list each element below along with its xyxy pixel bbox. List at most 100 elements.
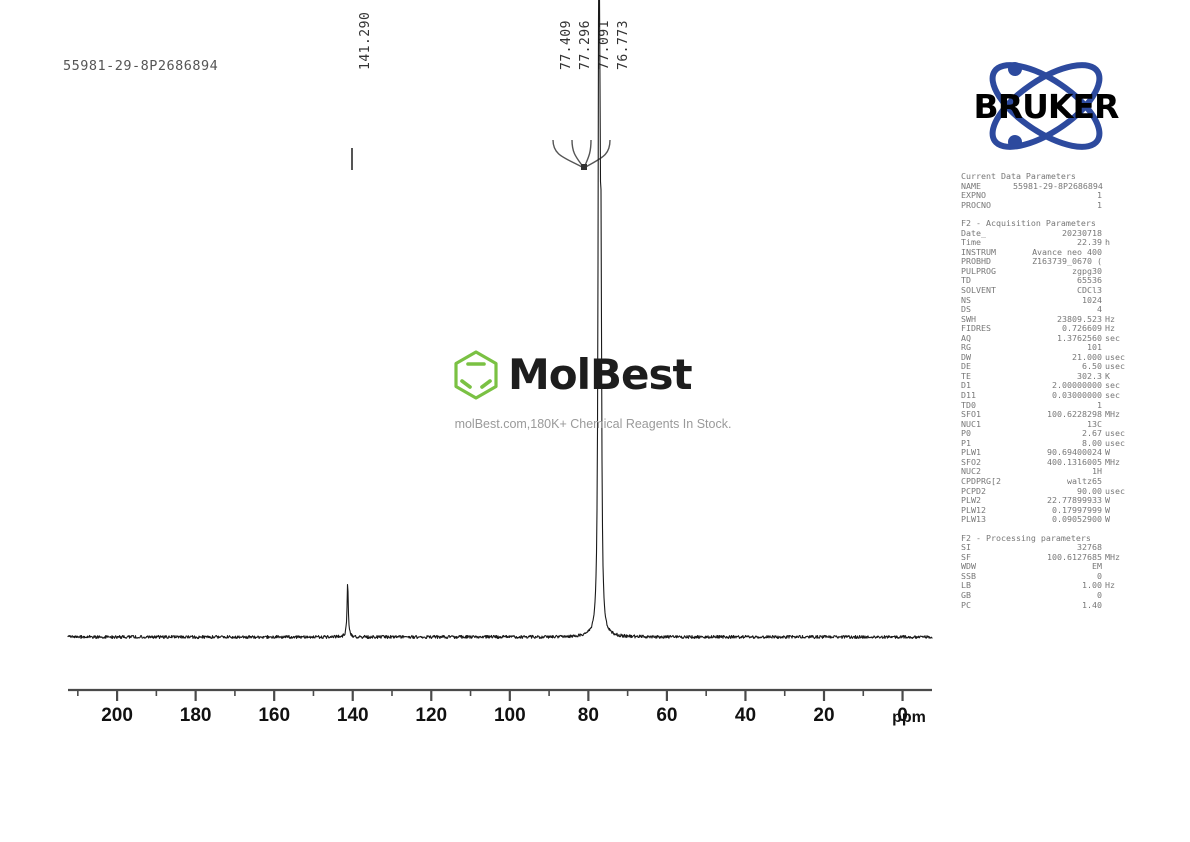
param-key: PROBHD <box>961 256 991 267</box>
param-key: Time <box>961 237 981 248</box>
axis-tick-label: 180 <box>180 705 212 726</box>
param-key: DE <box>961 361 971 372</box>
param-value: EM <box>1092 561 1102 572</box>
param-row: PROBHD Z163739_0670 ( <box>961 257 1131 267</box>
param-key: TE <box>961 370 971 381</box>
param-unit <box>1102 601 1131 611</box>
param-row: PULPROG zgpg30 <box>961 265 1131 277</box>
param-key: D1 <box>961 380 971 391</box>
param-row: Date_ 20230718 <box>961 227 1131 239</box>
param-unit: sec <box>1105 332 1120 343</box>
param-row: PLW1 90.69400024 W <box>961 448 1131 458</box>
param-key: PROCNO <box>961 199 991 210</box>
axis-ticks <box>77 690 904 701</box>
param-key: SOLVENT <box>961 285 996 296</box>
param-value: 20230718 <box>1062 227 1102 238</box>
param-key: P1 <box>961 437 971 448</box>
param-unit: Hz <box>1105 580 1115 591</box>
param-value: 400.1316005 <box>1047 456 1102 467</box>
orbit-node-top <box>1008 62 1022 76</box>
param-section1-title: Current Data Parameters <box>961 171 1076 181</box>
param-unit <box>1102 267 1131 277</box>
param-unit <box>1102 591 1131 601</box>
param-unit: Hz <box>1105 313 1115 324</box>
param-unit <box>1102 257 1131 267</box>
param-unit <box>1102 286 1131 296</box>
param-row: PROCNO 1 <box>961 199 1131 211</box>
param-value: 1 <box>1097 190 1102 201</box>
param-value: zgpg30 <box>1072 265 1102 276</box>
axis-tick-label: 100 <box>494 705 526 726</box>
param-value: 0 <box>1097 570 1102 581</box>
param-unit: usec <box>1105 485 1125 496</box>
param-key: FIDRES <box>961 323 991 334</box>
param-row: WDW EM <box>961 562 1131 572</box>
param-value: 0.03000000 <box>1052 390 1102 401</box>
param-key: DS <box>961 304 971 315</box>
param-row: SI 32768 <box>961 543 1131 553</box>
param-value: 8.00 <box>1082 437 1102 448</box>
axis-tick-labels: 200 180 160 140 120 100 80 60 40 20 0 <box>101 705 908 726</box>
param-unit: W <box>1105 447 1110 458</box>
axis-tick-label: 80 <box>578 705 599 726</box>
param-unit <box>1102 562 1131 572</box>
axis-tick-label: 60 <box>656 705 677 726</box>
param-key: PLW12 <box>961 504 986 515</box>
orbit-node-bottom <box>1008 135 1022 149</box>
param-row: FIDRES 0.726609 Hz <box>961 324 1131 334</box>
param-unit: K <box>1105 370 1110 381</box>
param-value: 23809.523 <box>1057 313 1102 324</box>
param-value: 55981-29-8P2686894 <box>1013 180 1103 191</box>
param-value: 1.3762560 <box>1057 332 1102 343</box>
param-value: 0.726609 <box>1062 323 1102 334</box>
param-value: 90.00 <box>1077 485 1102 496</box>
param-value: 0.09052900 <box>1052 514 1102 525</box>
axis-tick-label: 120 <box>415 705 447 726</box>
param-value: 22.39 <box>1077 237 1102 248</box>
param-key: RG <box>961 342 971 353</box>
param-key: AQ <box>961 332 971 343</box>
param-value: 0.17997999 <box>1052 504 1102 515</box>
bruker-logo: BRUKER <box>958 52 1134 160</box>
param-unit <box>1102 248 1131 258</box>
param-value: 21.000 <box>1072 351 1102 362</box>
param-value: 1H <box>1092 466 1102 477</box>
param-key: DW <box>961 351 971 362</box>
param-value: 101 <box>1087 342 1102 353</box>
param-key: SSB <box>961 570 976 581</box>
param-key: INSTRUM <box>961 246 996 257</box>
param-row: PLW12 0.17997999 W <box>961 504 1131 516</box>
param-section3-rows: SI 32768 SF 100.6127685 MHz WDW EM SSB 0 LB 1.00 Hz… <box>961 543 1131 610</box>
param-value: 1 <box>1097 399 1102 410</box>
param-unit: MHz <box>1105 456 1120 467</box>
param-unit <box>1102 201 1131 211</box>
param-value: 1.40 <box>1082 599 1102 610</box>
param-value: 1024 <box>1082 294 1102 305</box>
param-key: GB <box>961 589 971 600</box>
param-unit: MHz <box>1105 409 1120 420</box>
bruker-wordmark: BRUKER <box>973 87 1120 126</box>
param-key: TD0 <box>961 399 976 410</box>
param-row: TD0 1 <box>961 399 1131 411</box>
atom-orbit-icon <box>989 62 1103 150</box>
param-value: 100.6228298 <box>1047 409 1102 420</box>
axis-tick-label: 200 <box>101 705 133 726</box>
param-key: SFO1 <box>961 409 981 420</box>
param-section1-rows: NAME 55981-29-8P2686894 EXPNO 1 PROCNO 1 <box>961 180 1131 211</box>
param-section2-rows: Date_ 20230718 Time 22.39 h INSTRUM Avance neo… <box>961 227 1131 525</box>
param-row: NUC1 13C <box>961 418 1131 430</box>
param-row: SFO1 100.6228298 MHz <box>961 410 1131 420</box>
acquisition-parameter-panel: Current Data Parameters NAME 55981-29-8P2… <box>961 171 1131 610</box>
param-row: TD 65536 <box>961 276 1131 286</box>
param-unit: usec <box>1105 437 1125 448</box>
param-value: 32768 <box>1077 542 1102 553</box>
param-unit: W <box>1105 495 1110 506</box>
param-key: PLW2 <box>961 495 981 506</box>
param-row: P0 2.67 usec <box>961 429 1131 439</box>
param-key: NAME <box>961 180 981 191</box>
param-row: DE 6.50 usec <box>961 362 1131 372</box>
param-key: NUC1 <box>961 418 981 429</box>
param-value: waltz65 <box>1067 475 1102 486</box>
param-key: PC <box>961 599 971 610</box>
